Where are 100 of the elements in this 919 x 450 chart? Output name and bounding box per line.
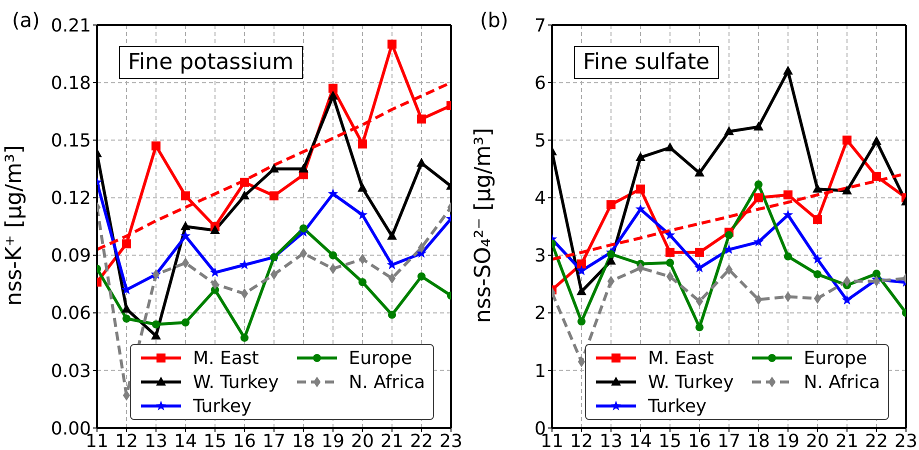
text: Fine potassium	[119, 46, 303, 79]
x-tick-label: 21	[836, 430, 858, 450]
point	[299, 224, 308, 232]
point	[872, 270, 881, 278]
point	[358, 182, 368, 192]
y-tick-label: 7	[534, 15, 546, 36]
point	[151, 330, 161, 340]
x-tick-label: 15	[658, 430, 682, 450]
text: Fine sulfate	[574, 46, 719, 79]
point	[724, 231, 734, 240]
x-tick-label: 13	[600, 430, 622, 450]
y-tick-label: 3	[534, 246, 546, 267]
point	[298, 164, 308, 173]
y-tick-label: 4	[534, 188, 546, 210]
point	[576, 265, 587, 276]
legend-label: W. Turkey	[648, 372, 734, 392]
point	[872, 136, 882, 145]
x-tick-label: 22	[410, 430, 433, 450]
point	[813, 270, 822, 278]
point	[180, 230, 191, 240]
x-tick-label: 17	[718, 430, 740, 450]
point	[328, 251, 338, 260]
x-tick-label: 19	[322, 430, 344, 450]
point	[388, 310, 396, 319]
y-axis-title: nss-K⁺ [μg/m³]	[2, 144, 27, 306]
x-tick-label: 14	[174, 430, 197, 450]
point	[181, 318, 190, 326]
legend-label: Turkey	[192, 396, 252, 416]
y-tick-label: 0.21	[50, 15, 91, 36]
point	[842, 136, 852, 145]
point	[724, 126, 734, 136]
point	[635, 204, 646, 214]
y-tick-label: 2	[534, 303, 546, 324]
y-tick-label: 0.18	[50, 72, 91, 94]
point	[577, 259, 586, 268]
point	[694, 262, 705, 272]
y-tick-label: 0.06	[50, 303, 91, 324]
point	[122, 239, 131, 248]
legend-label: Turkey	[648, 396, 707, 416]
text: (b)	[480, 8, 508, 32]
y-tick-label: 6	[534, 72, 546, 94]
point	[694, 168, 704, 177]
point	[753, 236, 764, 246]
point	[240, 334, 249, 342]
x-tick-label: 18	[292, 430, 315, 450]
x-tick-label: 15	[204, 430, 226, 450]
legend-label: Europe	[348, 348, 412, 368]
point	[814, 293, 822, 304]
point	[210, 224, 220, 234]
point	[813, 215, 822, 224]
point	[328, 188, 338, 198]
point	[358, 278, 367, 286]
legend-label: W. Turkey	[192, 372, 279, 392]
point	[357, 210, 368, 220]
x-tick-label: 20	[806, 430, 829, 450]
point	[664, 230, 676, 240]
y-tick-label: 0.15	[50, 130, 91, 152]
point	[636, 152, 646, 162]
x-tick-label: 21	[380, 430, 404, 450]
point	[270, 191, 278, 200]
point	[122, 304, 132, 313]
point	[842, 294, 852, 305]
point	[842, 185, 852, 194]
point	[122, 314, 131, 323]
point	[576, 286, 586, 296]
point	[387, 230, 397, 240]
y-tick-label: 5	[534, 130, 546, 152]
point	[388, 40, 396, 49]
point	[416, 158, 426, 167]
x-tick-label: 12	[115, 430, 138, 450]
point	[240, 178, 249, 187]
point	[812, 254, 823, 264]
y-axis-title: nss-SO₄²⁻ [μg/m³]	[472, 127, 496, 323]
point	[152, 141, 160, 150]
y-tick-label: 0.12	[50, 188, 91, 210]
point	[606, 200, 616, 210]
point	[666, 248, 674, 257]
x-tick-label: 16	[688, 430, 711, 450]
legend-label: M. East	[648, 348, 714, 368]
point	[211, 278, 219, 290]
point	[695, 323, 704, 332]
point	[152, 320, 160, 328]
x-tick-label: 12	[570, 430, 593, 450]
x-tick-label: 22	[865, 430, 888, 450]
y-tick-label: 0.09	[50, 246, 91, 267]
x-tick-label: 16	[233, 430, 256, 450]
point	[754, 122, 764, 130]
point	[182, 258, 190, 268]
legend-label: M. East	[192, 348, 259, 368]
x-tick-label: 20	[351, 430, 374, 450]
point	[695, 248, 704, 257]
point	[417, 114, 426, 124]
point	[754, 193, 763, 202]
legend-label: Europe	[804, 348, 868, 368]
point	[417, 272, 426, 280]
point	[872, 172, 881, 181]
legend-label: N. Africa	[348, 372, 425, 392]
point	[636, 262, 644, 274]
point	[240, 190, 250, 200]
x-tick-label: 17	[262, 430, 286, 450]
